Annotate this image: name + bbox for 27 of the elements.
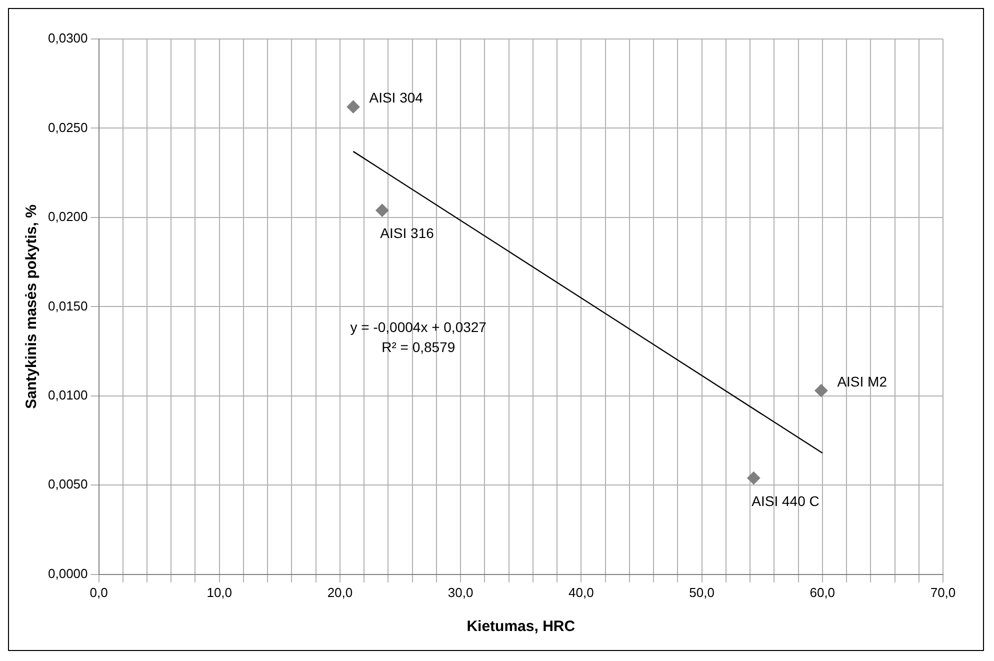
annotation: AISI 316 (380, 225, 434, 242)
annotation: R² = 0,8579 (382, 338, 456, 355)
x-tick-label: 20,0 (327, 584, 353, 600)
point (747, 472, 760, 485)
point (376, 204, 389, 217)
x-tick-label: 40,0 (568, 584, 594, 600)
annotation: AISI 304 (369, 90, 424, 106)
x-tick-label: 30,0 (448, 584, 474, 600)
x-tick-label: 10,0 (206, 584, 232, 600)
y-tick-label: 0,0300 (48, 30, 88, 46)
y-tick-label: 0,0100 (48, 388, 88, 403)
y-tick-label: 0,0000 (48, 566, 88, 581)
annotation: AISI 440 C (752, 492, 820, 509)
point (814, 384, 828, 398)
x-tick-label: 70,0 (930, 584, 956, 600)
x-tick-label: 50,0 (689, 584, 714, 600)
y-tick-label: 0,0250 (48, 120, 88, 135)
point (346, 100, 360, 114)
x-axis-title: Kietumas, HRC (466, 618, 576, 636)
x-tick-label: 0,0 (90, 584, 108, 600)
y-axis-title: Santykinis masės pokytis, % (23, 204, 40, 409)
x-tick-label: 60,0 (810, 584, 836, 600)
y-tick-label: 0,0200 (48, 209, 88, 224)
annotation: y = -0,0004x + 0,0327 (350, 318, 487, 335)
y-tick-label: 0,0150 (48, 298, 88, 314)
y-tick-label: 0,0050 (48, 476, 88, 492)
annotation: AISI M2 (837, 373, 888, 390)
